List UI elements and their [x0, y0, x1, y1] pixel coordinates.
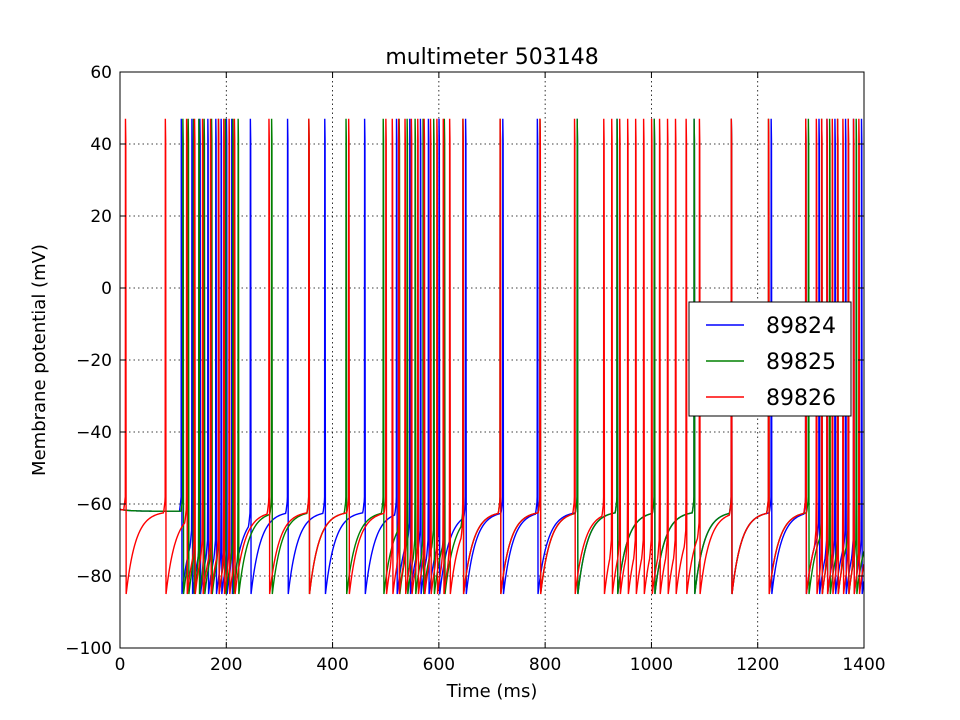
x-tick-label: 1200	[736, 655, 779, 675]
series-layer	[120, 118, 864, 595]
x-tick-label: 800	[529, 655, 561, 675]
y-tick-label: 40	[90, 135, 112, 155]
y-tick-label: 20	[90, 207, 112, 227]
x-axis-title: Time (ms)	[446, 681, 538, 702]
y-tick-label: −60	[76, 495, 112, 515]
y-tick-label: −100	[65, 639, 112, 659]
x-tick-label: 400	[316, 655, 348, 675]
axis-ticks	[119, 71, 865, 649]
x-tick-label: 200	[210, 655, 242, 675]
legend: 89824 89825 89826	[688, 301, 852, 417]
x-tick-label: 0	[115, 655, 126, 675]
x-tick-label: 600	[423, 655, 455, 675]
y-tick-label: 0	[101, 279, 112, 299]
series-line-89826	[120, 118, 864, 595]
chart-title: multimeter 503148	[385, 45, 598, 70]
y-tick-label: 60	[90, 63, 112, 83]
y-tick-label: −80	[76, 567, 112, 587]
y-tick-label: −20	[76, 351, 112, 371]
y-tick-label: −40	[76, 423, 112, 443]
y-axis-title: Membrane potential (mV)	[29, 244, 50, 476]
legend-label-89826: 89826	[766, 386, 836, 411]
x-tick-label: 1000	[630, 655, 673, 675]
axis-tick-labels: 0 200 400 600 800 1000 1200 1400−100−80−60−40−2…	[65, 63, 885, 675]
legend-label-89825: 89825	[766, 350, 836, 375]
legend-label-89824: 89824	[766, 314, 836, 339]
x-tick-label: 1400	[842, 655, 885, 675]
